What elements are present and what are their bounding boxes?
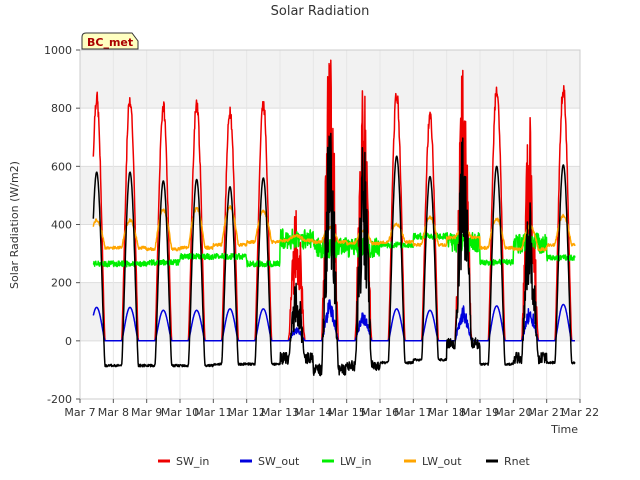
x-tick-label: Mar 7 [64, 406, 95, 419]
x-tick-label: Mar 13 [261, 406, 299, 419]
x-axis-label: Time [550, 423, 578, 436]
station-label: BC_met [87, 36, 133, 49]
x-tick-label: Mar 18 [428, 406, 466, 419]
legend-label: LW_out [422, 455, 462, 468]
y-tick-label: 0 [65, 335, 72, 348]
x-tick-label: Mar 11 [194, 406, 232, 419]
legend-label: SW_in [176, 455, 209, 468]
y-tick-label: -200 [47, 393, 72, 406]
series-lines [92, 59, 576, 377]
x-tick-label: Mar 10 [161, 406, 199, 419]
x-tick-label: Mar 20 [494, 406, 532, 419]
y-tick-label: 1000 [44, 44, 72, 57]
x-tick-label: Mar 17 [394, 406, 432, 419]
legend-label: Rnet [504, 455, 530, 468]
x-tick-label: Mar 14 [294, 406, 332, 419]
legend-label: LW_in [340, 455, 372, 468]
x-tick-label: Mar 8 [98, 406, 129, 419]
x-tick-label: Mar 19 [461, 406, 499, 419]
y-tick-label: 200 [51, 277, 72, 290]
series-line-rnet [92, 132, 576, 377]
y-tick-label: 800 [51, 102, 72, 115]
legend-label: SW_out [258, 455, 300, 468]
y-axis-label: Solar Radiation (W/m2) [8, 161, 21, 289]
legend: SW_in SW_out LW_in LW_out Rnet [158, 455, 530, 468]
chart-title: Solar Radiation [271, 4, 370, 19]
series-line-sw-out [92, 299, 576, 342]
x-tick-label: Mar 15 [328, 406, 366, 419]
y-tick-label: 600 [51, 160, 72, 173]
x-tick-label: Mar 21 [528, 406, 566, 419]
x-tick-label: Mar 9 [131, 406, 162, 419]
station-label-box: BC_met [81, 32, 139, 50]
x-tick-label: Mar 16 [361, 406, 399, 419]
y-tick-label: 400 [51, 219, 72, 232]
x-tick-label: Mar 22 [561, 406, 599, 419]
y-axis-ticks: -200 0 200 400 600 800 1000 [44, 44, 80, 406]
x-tick-label: Mar 12 [228, 406, 266, 419]
